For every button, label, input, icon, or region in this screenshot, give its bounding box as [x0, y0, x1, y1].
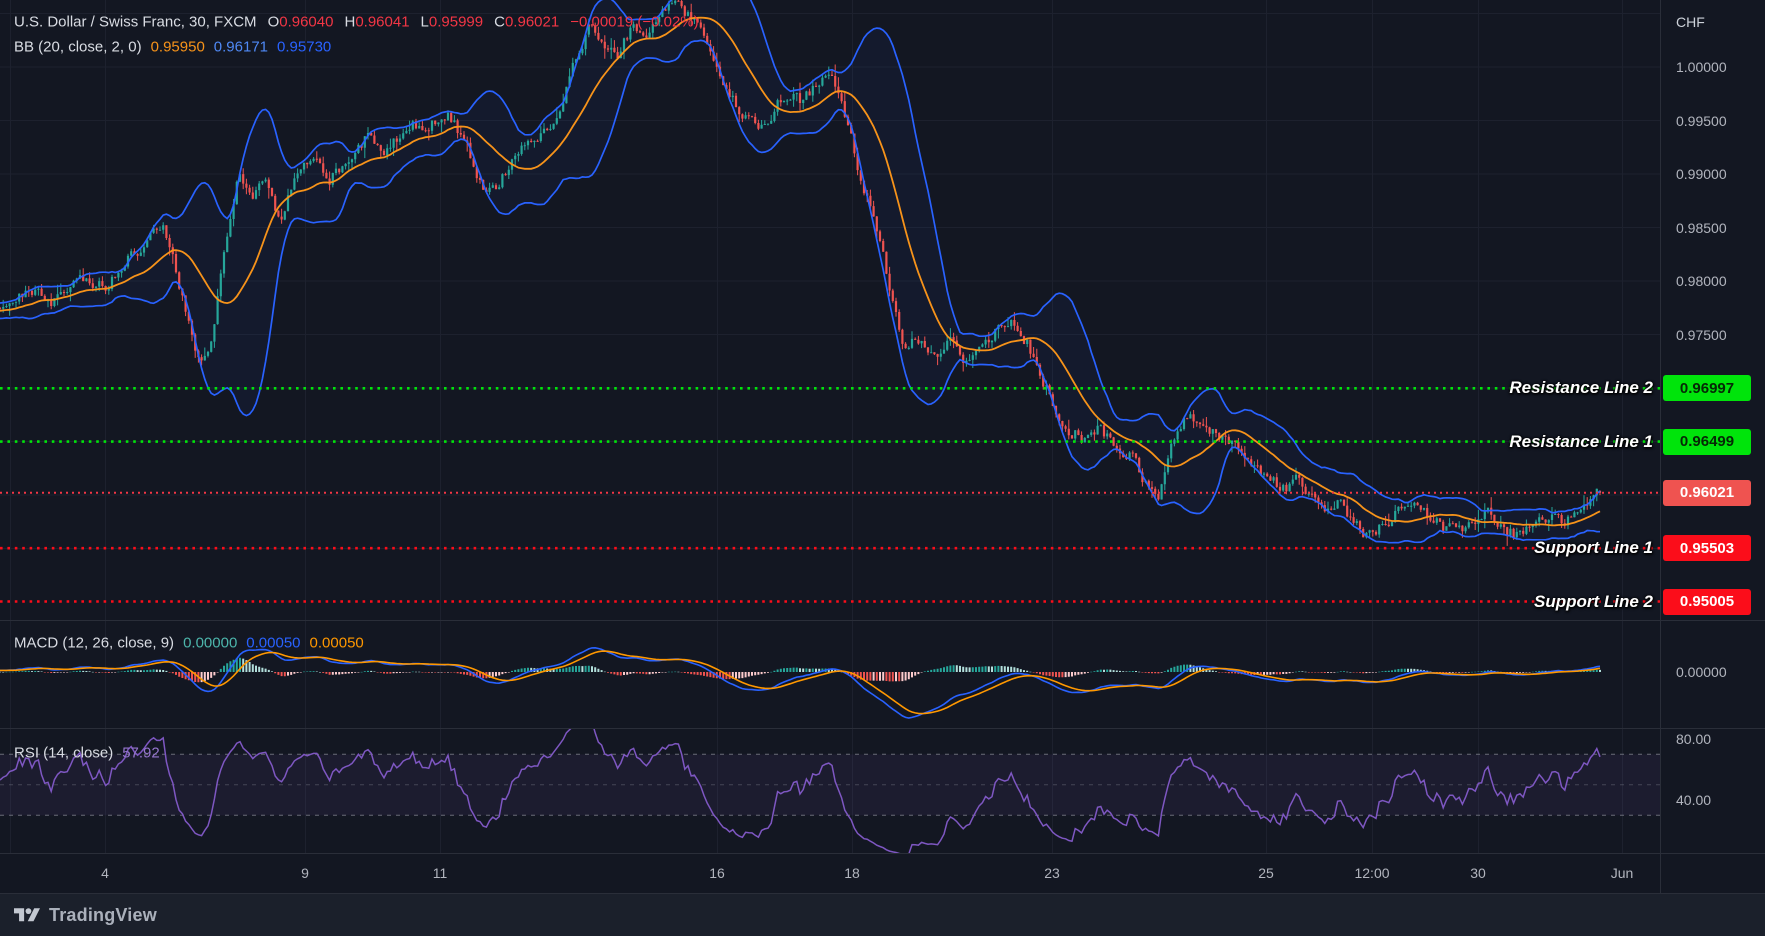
support-line-1-price-badge: 0.95503 [1663, 535, 1751, 562]
main-pane [0, 0, 1660, 603]
rsi-indicator-header[interactable]: RSI (14, close) 57.92 [14, 745, 160, 762]
resistance-line-2-price-badge: 0.96997 [1663, 375, 1751, 402]
time-label-30[interactable]: 30 [1470, 865, 1486, 881]
open-value: 0.96040 [279, 13, 334, 31]
macd-hist-value: 0.00000 [183, 634, 238, 652]
pane-separator-rsi[interactable] [0, 728, 1765, 729]
resistance-line-2-label: Resistance Line 2 [1509, 378, 1653, 398]
bb-indicator-header[interactable]: BB (20, close, 2, 0) 0.95950 0.96171 0.9… [14, 39, 331, 56]
macd-signal-line [0, 650, 1601, 715]
chart-canvas[interactable] [0, 0, 1660, 853]
footer-bar: TradingView [0, 894, 1765, 936]
macd-axis-zero-label: 0.00000 [1676, 664, 1727, 680]
tradingview-brand-text: TradingView [49, 904, 157, 925]
macd-signal-value: 0.00050 [309, 634, 364, 652]
support-line-2-label: Support Line 2 [1534, 591, 1653, 611]
price-tick-0.99500: 0.99500 [1676, 112, 1727, 129]
gridlines [0, 0, 1660, 853]
macd-histogram-up-fading [0, 658, 1601, 673]
time-label-Jun[interactable]: Jun [1610, 865, 1634, 881]
bb-lower-band [0, 39, 1600, 544]
last-price-price-badge: 0.96021 [1663, 479, 1751, 506]
resistance-line-1-price-badge: 0.96499 [1663, 428, 1751, 455]
macd-line-value: 0.00050 [246, 634, 301, 652]
price-axis-border [1660, 0, 1661, 893]
bb-upper-value: 0.96171 [213, 38, 269, 56]
macd-indicator-header[interactable]: MACD (12, 26, close, 9) 0.00000 0.00050 … [14, 635, 364, 652]
price-tick-0.99000: 0.99000 [1676, 166, 1727, 182]
symbol-title: U.S. Dollar / Swiss Franc, 30, FXCM [14, 13, 257, 31]
time-label-9[interactable]: 9 [301, 865, 309, 881]
price-tick-0.97500: 0.97500 [1676, 326, 1727, 343]
ohlc-low: L0.95999 [421, 14, 484, 31]
price-tick-1.00000: 1.00000 [1676, 59, 1727, 75]
time-axis-border [0, 853, 1765, 854]
support-line-1-label: Support Line 1 [1534, 538, 1653, 558]
time-label-16[interactable]: 16 [709, 865, 725, 881]
rsi-pane [0, 728, 1660, 853]
time-label-11[interactable]: 11 [432, 865, 448, 881]
price-axis-currency: CHF [1676, 14, 1705, 30]
support-line-2-price-badge: 0.95005 [1663, 588, 1751, 615]
high-value: 0.96041 [355, 13, 410, 31]
close-label: C [494, 13, 505, 31]
ohlc-close: C0.96021 [494, 14, 559, 31]
down-candle-wicks [0, 0, 1601, 546]
ohlc-open: O0.96040 [268, 14, 334, 31]
rsi-title: RSI (14, close) [14, 744, 114, 762]
price-tick-0.98000: 0.98000 [1676, 273, 1727, 289]
low-value: 0.95999 [428, 13, 484, 31]
bb-basis-value: 0.95950 [150, 38, 205, 56]
macd-histogram-down-fading [53, 672, 1531, 683]
time-axis[interactable] [0, 854, 1660, 893]
rsi-line [0, 728, 1601, 853]
bb-title: BB (20, close, 2, 0) [14, 38, 142, 56]
high-label: H [344, 13, 356, 31]
tradingview-logo-icon [14, 907, 40, 921]
open-label: O [267, 13, 280, 31]
bb-lower-value: 0.95730 [277, 38, 332, 56]
change-value: −0.00019 (−0.02%) [570, 13, 699, 31]
bb-upper-band [0, 0, 1601, 514]
bb-fill [0, 0, 1600, 543]
time-label-12:00[interactable]: 12:00 [1354, 865, 1390, 881]
low-label: L [420, 13, 429, 31]
symbol-header[interactable]: U.S. Dollar / Swiss Franc, 30, FXCM O0.9… [14, 14, 699, 31]
time-label-23[interactable]: 23 [1044, 865, 1060, 881]
resistance-line-1-label: Resistance Line 1 [1509, 431, 1653, 451]
price-tick-0.98500: 0.98500 [1676, 219, 1727, 236]
time-label-4[interactable]: 4 [101, 865, 109, 881]
rsi-tick-80.00: 80.00 [1676, 731, 1712, 747]
footer-border [0, 893, 1765, 894]
tradingview-logo[interactable]: TradingView [14, 905, 157, 926]
close-value: 0.96021 [504, 13, 560, 31]
macd-pane [0, 646, 1601, 719]
rsi-tick-40.00: 40.00 [1676, 792, 1712, 808]
ohlc-high: H0.96041 [344, 14, 409, 31]
time-label-18[interactable]: 18 [844, 865, 860, 881]
pane-separator-macd[interactable] [0, 620, 1765, 621]
time-label-25[interactable]: 25 [1258, 865, 1274, 881]
macd-title: MACD (12, 26, close, 9) [14, 634, 175, 652]
rsi-value: 57.92 [122, 744, 160, 762]
